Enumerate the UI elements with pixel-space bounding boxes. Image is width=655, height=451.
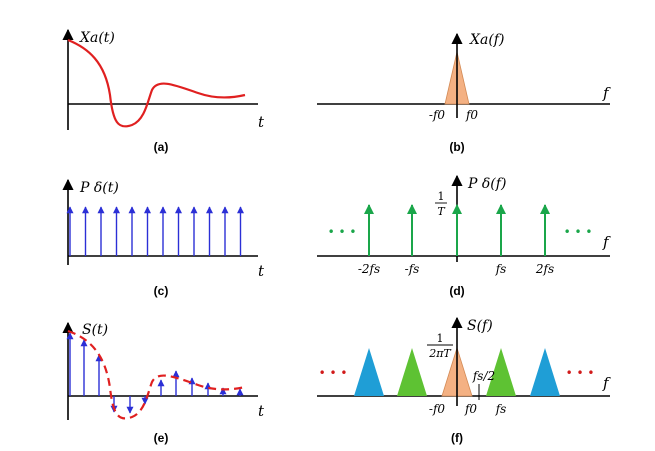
- panel-d-tick-fs: fs: [495, 262, 507, 276]
- panel-d-impulse-train: [364, 204, 550, 256]
- panel-a-ylabel: Xa(t): [79, 30, 115, 46]
- panel-f-ylabel: S(f): [467, 318, 493, 334]
- panel-f-xlabel: f: [602, 374, 611, 392]
- panel-f: • • • • • • 1 2πT S(f) f fs/2 -f0 f0 fs …: [317, 316, 611, 445]
- panel-a-xlabel: t: [258, 113, 265, 131]
- panel-b-tick-f0: f0: [465, 108, 478, 122]
- panel-f-height-num: 1: [437, 332, 444, 345]
- panel-e-ylabel: S(t): [82, 322, 108, 338]
- panel-d-tick-neg-2fs: -2fs: [358, 262, 380, 276]
- panel-e-envelope: [67, 329, 246, 420]
- panel-e: S(t) t (e): [62, 321, 265, 445]
- panel-d-xlabel: f: [602, 233, 611, 251]
- panel-f-half-rate-label: fs/2: [472, 369, 495, 383]
- panel-b: Xa(f) f -f0 f0 (b): [317, 32, 611, 154]
- panel-c-ylabel: P δ(t): [79, 180, 119, 196]
- panel-f-ellipsis-left: • • •: [319, 366, 348, 380]
- panel-d-ylabel: P δ(f): [467, 176, 506, 192]
- panel-f-ellipsis-right: • • •: [566, 366, 595, 380]
- panel-f-tick-fs: fs: [495, 402, 507, 416]
- panel-f-alias-right-near: [486, 348, 516, 396]
- panel-e-xlabel: t: [258, 402, 265, 420]
- panel-d-caption: (d): [449, 284, 464, 298]
- panel-a-caption: (a): [154, 140, 169, 154]
- panel-d-ellipsis-left: • • •: [328, 225, 357, 239]
- panel-d-height-den: T: [437, 205, 446, 218]
- panel-b-ylabel: Xa(f): [469, 32, 504, 48]
- panel-f-tick-neg-f0: -f0: [429, 402, 445, 416]
- panel-e-caption: (e): [154, 431, 169, 445]
- panel-a-signal-curve: [67, 38, 246, 128]
- panel-b-caption: (b): [449, 140, 464, 154]
- panel-c-caption: (c): [154, 284, 169, 298]
- panel-e-sampled-impulses: [66, 332, 244, 414]
- panel-d-tick-2fs: 2fs: [535, 262, 554, 276]
- panel-d-height-num: 1: [438, 190, 445, 203]
- panel-b-xlabel: f: [602, 84, 611, 102]
- panel-f-alias-left-near: [397, 348, 427, 396]
- panel-d-tick-neg-fs: -fs: [405, 262, 420, 276]
- panel-f-alias-right-far: [530, 348, 560, 396]
- panel-f-alias-left-far: [354, 348, 384, 396]
- panel-d: • • • • • • 1 T P δ(f) f -2fs -fs fs 2fs…: [317, 174, 611, 298]
- panel-a: Xa(t) t (a): [62, 28, 265, 154]
- panel-c: P δ(t) t (c): [62, 178, 265, 298]
- panel-f-caption: (f): [451, 431, 463, 445]
- panel-d-ellipsis-right: • • •: [564, 225, 593, 239]
- panel-f-tick-f0: f0: [464, 402, 477, 416]
- panel-f-height-den: 2πT: [428, 347, 452, 360]
- panel-c-xlabel: t: [258, 262, 265, 280]
- panel-c-impulse-train: [66, 206, 244, 256]
- panel-b-tick-neg-f0: -f0: [429, 108, 445, 122]
